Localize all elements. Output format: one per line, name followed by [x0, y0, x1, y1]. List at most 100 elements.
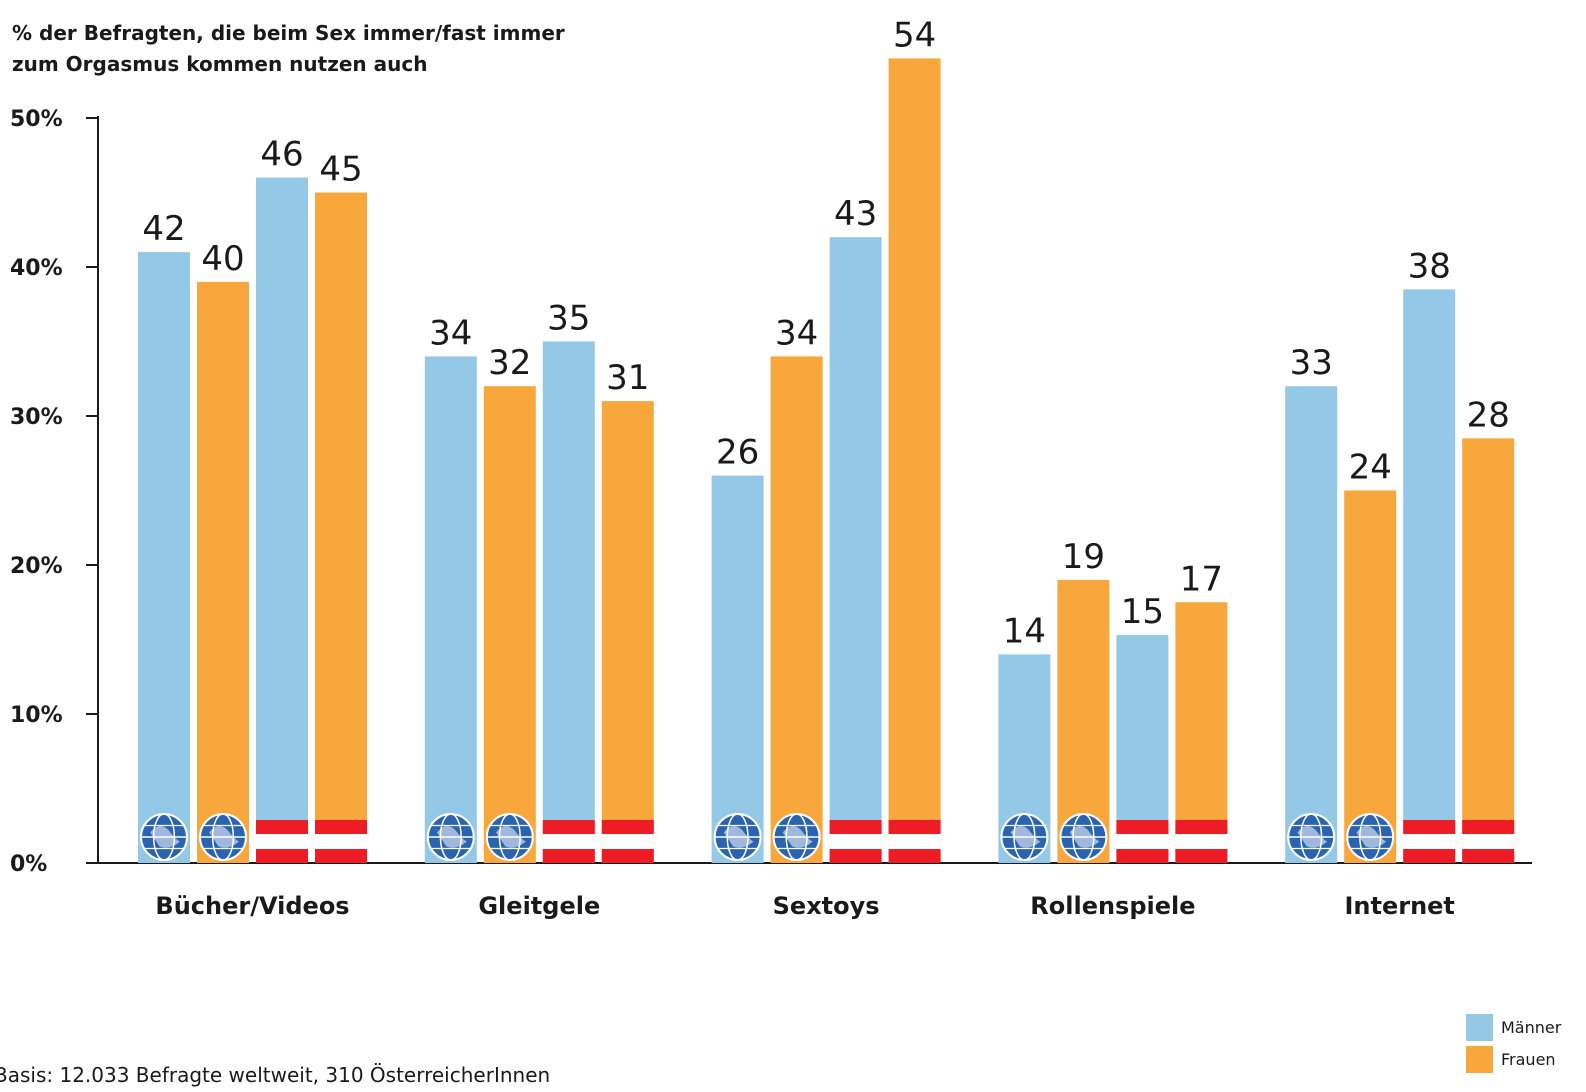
flag-stripe-bottom	[1116, 849, 1169, 863]
austria-flag-icon	[1462, 820, 1515, 863]
y-tick-label: 20%	[10, 554, 63, 579]
globe-icon	[485, 813, 534, 861]
bar	[315, 192, 367, 863]
data-label: 34	[775, 313, 818, 353]
austria-flag-icon	[888, 820, 941, 863]
flag-stripe-bottom	[1462, 849, 1515, 863]
bar	[1344, 490, 1397, 863]
footnote: Basis: 12.033 Befragte weltweit, 310 Öst…	[0, 1063, 551, 1087]
y-tick-label: 30%	[10, 405, 63, 430]
globe-icon	[140, 813, 188, 861]
bar	[829, 237, 882, 863]
austria-flag-icon	[1175, 820, 1228, 863]
globe-icon	[1346, 813, 1395, 861]
flag-stripe-top	[1116, 820, 1169, 834]
flag-stripe-bottom	[601, 849, 654, 863]
data-label: 42	[142, 209, 185, 249]
austria-flag-icon	[542, 820, 595, 863]
data-label: 40	[201, 239, 244, 279]
data-label: 43	[834, 194, 877, 234]
data-label: 32	[488, 343, 531, 383]
globe-land	[782, 826, 813, 848]
subtitle-line-2: zum Orgasmus kommen nutzen auch	[12, 52, 428, 76]
flag-stripe-top	[315, 820, 367, 834]
data-label: 28	[1467, 395, 1510, 435]
y-tick-label: 40%	[10, 256, 63, 281]
data-label: 35	[547, 299, 590, 339]
flag-stripe-middle	[542, 834, 595, 849]
austria-flag-icon	[315, 820, 367, 863]
bar	[542, 341, 595, 863]
flag-stripe-middle	[1175, 834, 1228, 849]
flag-stripe-top	[1462, 820, 1515, 834]
data-label: 24	[1349, 448, 1392, 488]
data-label: 14	[1003, 611, 1046, 651]
flag-stripe-top	[256, 820, 308, 834]
bar	[711, 475, 764, 863]
flag-stripe-bottom	[256, 849, 308, 863]
globe-land	[150, 826, 181, 848]
flag-stripe-top	[1175, 820, 1228, 834]
flag-stripe-bottom	[829, 849, 882, 863]
flag-stripe-middle	[256, 834, 308, 849]
data-label: 15	[1121, 592, 1164, 632]
flag-stripe-top	[601, 820, 654, 834]
bar	[770, 356, 823, 863]
flag-stripe-bottom	[542, 849, 595, 863]
globe-icon	[1000, 813, 1049, 861]
x-category-label: Internet	[1344, 892, 1454, 920]
flag-stripe-top	[829, 820, 882, 834]
flag-stripe-middle	[829, 834, 882, 849]
legend-item-frauen: Frauen	[1466, 1044, 1561, 1074]
bar	[1285, 386, 1338, 863]
legend-swatch-maenner	[1466, 1013, 1493, 1041]
globe-land	[1010, 826, 1041, 848]
globe-land	[723, 826, 754, 848]
bar	[197, 281, 249, 863]
subtitle-line-1: % der Befragten, die beim Sex immer/fast…	[12, 21, 565, 45]
legend-item-maenner: Männer	[1466, 1012, 1561, 1042]
bar	[483, 386, 536, 863]
x-category-label: Bücher/Videos	[155, 892, 349, 920]
chart-subtitle: % der Befragten, die beim Sex immer/fast…	[12, 18, 612, 80]
legend-label-frauen: Frauen	[1501, 1049, 1556, 1069]
globe-icon	[1059, 813, 1108, 861]
y-tick-label: 0%	[10, 852, 47, 877]
flag-stripe-middle	[315, 834, 367, 849]
legend: Männer Frauen	[1466, 1012, 1561, 1076]
globe-land	[1069, 826, 1100, 848]
flag-stripe-bottom	[1403, 849, 1456, 863]
austria-flag-icon	[601, 820, 654, 863]
flag-stripe-bottom	[315, 849, 367, 863]
flag-stripe-middle	[1403, 834, 1456, 849]
data-label: 54	[893, 15, 936, 55]
globe-land	[1356, 826, 1387, 848]
globe-icon	[426, 813, 475, 861]
bar	[888, 58, 941, 863]
flag-stripe-middle	[888, 834, 941, 849]
globe-icon	[199, 813, 247, 861]
data-label: 33	[1290, 343, 1333, 383]
data-label: 19	[1062, 537, 1105, 577]
flag-stripe-top	[1403, 820, 1456, 834]
data-label: 31	[606, 358, 649, 398]
data-label: 34	[429, 313, 472, 353]
bar	[424, 356, 477, 863]
data-label: 46	[260, 135, 303, 175]
bar	[138, 252, 190, 864]
austria-flag-icon	[1116, 820, 1169, 863]
bar	[1462, 438, 1515, 863]
x-category-label: Sextoys	[773, 892, 880, 920]
globe-icon	[713, 813, 762, 861]
data-label: 17	[1180, 559, 1223, 599]
flag-stripe-top	[888, 820, 941, 834]
legend-label-maenner: Männer	[1501, 1017, 1562, 1037]
globe-icon	[772, 813, 821, 861]
austria-flag-icon	[1403, 820, 1456, 863]
globe-icon	[1287, 813, 1336, 861]
y-tick-label: 10%	[10, 703, 63, 728]
y-tick-label: 50%	[10, 107, 63, 132]
data-label: 38	[1408, 246, 1451, 286]
flag-stripe-middle	[1462, 834, 1515, 849]
